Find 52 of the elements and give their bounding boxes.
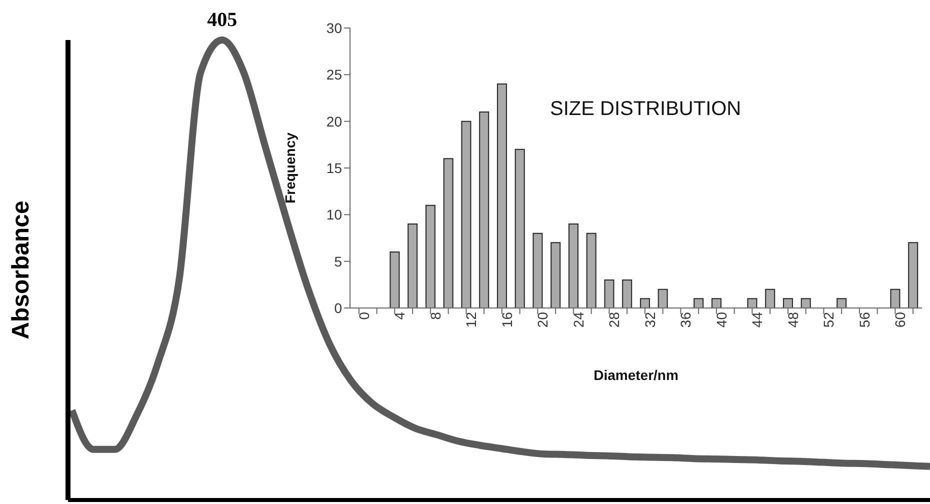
bar bbox=[622, 280, 632, 308]
bar bbox=[568, 224, 578, 308]
bar bbox=[694, 298, 704, 308]
y-tick-label: 15 bbox=[326, 160, 342, 176]
x-tick-label: 44 bbox=[749, 312, 766, 328]
y-tick-label: 20 bbox=[326, 113, 342, 130]
bar bbox=[711, 298, 722, 308]
x-tick-label: 8 bbox=[427, 312, 444, 320]
x-tick-label: 16 bbox=[498, 312, 515, 328]
x-tick-label: 56 bbox=[856, 312, 872, 328]
x-tick-label: 60 bbox=[892, 312, 908, 328]
bar bbox=[532, 232, 543, 308]
x-tick-label: 12 bbox=[463, 312, 480, 328]
bar bbox=[461, 120, 472, 308]
x-tick-label: 40 bbox=[713, 312, 730, 328]
y-axis-title: Frequency bbox=[282, 132, 298, 204]
y-tick-label: 30 bbox=[326, 20, 342, 36]
bar bbox=[443, 158, 454, 308]
bar bbox=[765, 288, 776, 308]
bar bbox=[890, 288, 900, 308]
y-tick-label: 25 bbox=[326, 66, 342, 83]
x-tick-label: 32 bbox=[642, 312, 658, 328]
bar bbox=[800, 298, 811, 308]
text: 405 bbox=[207, 9, 238, 31]
x-tick-label: 48 bbox=[784, 312, 801, 328]
x-tick-label: 36 bbox=[678, 312, 694, 328]
y-tick-label: 5 bbox=[334, 253, 342, 270]
bar bbox=[408, 224, 418, 308]
bar bbox=[908, 242, 918, 308]
bar bbox=[479, 112, 490, 308]
y-tick-label: 10 bbox=[326, 206, 342, 223]
bar bbox=[586, 232, 596, 308]
bar bbox=[550, 242, 561, 308]
bar bbox=[604, 280, 614, 308]
bar bbox=[425, 204, 436, 308]
bar bbox=[390, 252, 400, 308]
y-axis-title: Absorbance bbox=[8, 200, 35, 340]
bar bbox=[836, 298, 847, 308]
bar bbox=[747, 298, 758, 308]
text: SIZE DISTRIBUTION bbox=[550, 98, 742, 121]
bar bbox=[496, 84, 507, 308]
bar bbox=[658, 288, 668, 308]
x-tick-label: 52 bbox=[820, 312, 837, 328]
x-tick-label: 0 bbox=[356, 312, 372, 320]
x-tick-label: 4 bbox=[392, 312, 408, 320]
x-tick-label: 20 bbox=[534, 312, 551, 328]
x-axis-title: Diameter/nm bbox=[594, 367, 678, 383]
bar bbox=[782, 298, 793, 308]
x-tick-label: 28 bbox=[606, 312, 622, 328]
bar bbox=[514, 148, 525, 308]
x-tick-label: 24 bbox=[570, 312, 586, 328]
bar bbox=[640, 298, 650, 308]
